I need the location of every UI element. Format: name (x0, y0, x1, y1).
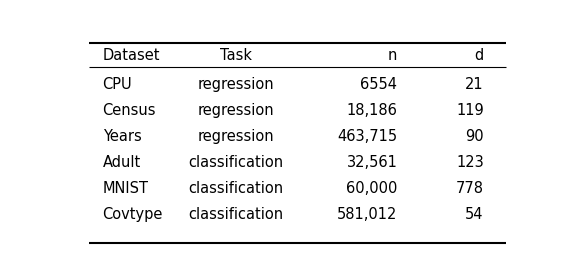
Text: 32,561: 32,561 (347, 155, 398, 170)
Text: 54: 54 (465, 207, 484, 222)
Text: classification: classification (188, 181, 283, 196)
Text: classification: classification (188, 155, 283, 170)
Text: 90: 90 (465, 129, 484, 144)
Text: 463,715: 463,715 (337, 129, 398, 144)
Text: 60,000: 60,000 (346, 181, 398, 196)
Text: regression: regression (197, 103, 274, 118)
Text: regression: regression (197, 77, 274, 92)
Text: 119: 119 (456, 103, 484, 118)
Text: 123: 123 (456, 155, 484, 170)
Text: Adult: Adult (102, 155, 141, 170)
Text: CPU: CPU (102, 77, 132, 92)
Text: MNIST: MNIST (102, 181, 149, 196)
Text: 778: 778 (456, 181, 484, 196)
Text: 21: 21 (465, 77, 484, 92)
Text: Dataset: Dataset (102, 48, 160, 63)
Text: classification: classification (188, 207, 283, 222)
Text: n: n (388, 48, 398, 63)
Text: Covtype: Covtype (102, 207, 163, 222)
Text: Task: Task (220, 48, 252, 63)
Text: 581,012: 581,012 (337, 207, 398, 222)
Text: d: d (475, 48, 484, 63)
Text: 18,186: 18,186 (347, 103, 398, 118)
Text: Years: Years (102, 129, 141, 144)
Text: regression: regression (197, 129, 274, 144)
Text: Census: Census (102, 103, 156, 118)
Text: 6554: 6554 (360, 77, 398, 92)
